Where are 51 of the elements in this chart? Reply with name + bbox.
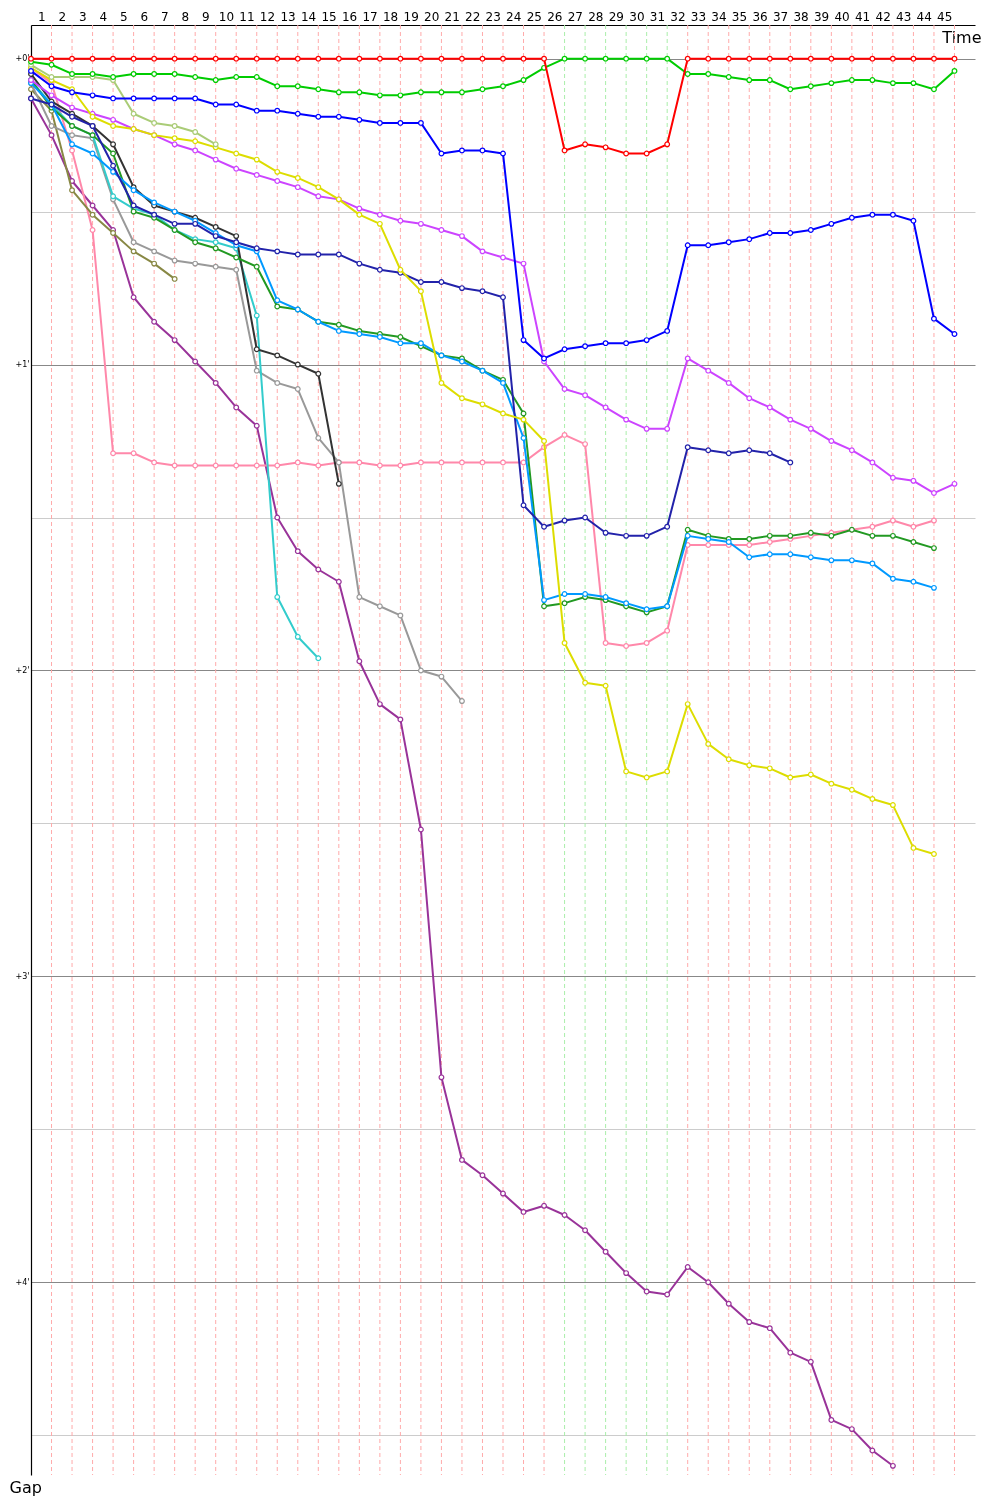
y-tick-label: +1' bbox=[15, 360, 30, 370]
x-tick-label: 30 bbox=[629, 9, 645, 24]
x-tick-label: 25 bbox=[526, 9, 542, 24]
y-tick-label: +4' bbox=[15, 1277, 30, 1287]
x-tick-label: 2 bbox=[58, 9, 67, 24]
x-tick-label: 4 bbox=[99, 9, 108, 24]
x-tick-label: 11 bbox=[239, 9, 255, 24]
x-tick-label: 37 bbox=[772, 9, 789, 24]
x-tick-label: 35 bbox=[731, 9, 748, 24]
x-tick-label: 13 bbox=[280, 9, 296, 24]
x-tick-label: 33 bbox=[690, 9, 707, 24]
x-tick-label: 8 bbox=[181, 9, 190, 24]
x-tick-label: 31 bbox=[649, 9, 666, 24]
y-axis-title: Gap bbox=[9, 1477, 42, 1497]
x-tick-label: 17 bbox=[362, 9, 378, 24]
x-tick-label: 38 bbox=[793, 9, 809, 24]
x-tick-label: 45 bbox=[937, 9, 953, 24]
x-tick-label: 20 bbox=[424, 9, 440, 24]
x-tick-label: 14 bbox=[300, 9, 317, 24]
x-tick-label: 1 bbox=[37, 9, 46, 24]
x-tick-label: 19 bbox=[403, 9, 419, 24]
x-tick-label: 18 bbox=[382, 9, 399, 24]
x-tick-label: 40 bbox=[834, 9, 850, 24]
x-tick-label: 23 bbox=[485, 9, 501, 24]
y-tick-label: +3' bbox=[15, 971, 30, 981]
x-tick-label: 15 bbox=[321, 9, 337, 24]
x-tick-label: 22 bbox=[465, 9, 481, 24]
x-tick-label: 44 bbox=[916, 9, 932, 24]
x-tick-label: 41 bbox=[854, 9, 871, 24]
x-tick-label: 28 bbox=[588, 9, 604, 24]
x-tick-label: 21 bbox=[444, 9, 460, 24]
x-tick-label: 6 bbox=[140, 9, 149, 24]
x-tick-label: 24 bbox=[506, 9, 522, 24]
x-tick-label: 27 bbox=[567, 9, 583, 24]
x-tick-label: 3 bbox=[78, 9, 87, 24]
x-tick-label: 12 bbox=[259, 9, 276, 24]
x-tick-label: 10 bbox=[218, 9, 235, 24]
x-axis-title: Time bbox=[941, 27, 982, 47]
x-tick-label: 5 bbox=[120, 9, 128, 24]
x-tick-label: 34 bbox=[711, 9, 727, 24]
x-tick-label: 9 bbox=[202, 9, 210, 24]
x-tick-label: 7 bbox=[161, 9, 169, 24]
x-tick-label: 36 bbox=[752, 9, 768, 24]
x-tick-label: 42 bbox=[875, 9, 891, 24]
x-tick-label: 32 bbox=[670, 9, 686, 24]
x-tick-label: 26 bbox=[547, 9, 563, 24]
y-tick-label: +2' bbox=[15, 665, 30, 675]
x-tick-label: 29 bbox=[608, 9, 625, 24]
x-tick-label: 39 bbox=[813, 9, 830, 24]
x-tick-label: 43 bbox=[896, 9, 912, 24]
x-tick-label: 16 bbox=[341, 9, 358, 24]
